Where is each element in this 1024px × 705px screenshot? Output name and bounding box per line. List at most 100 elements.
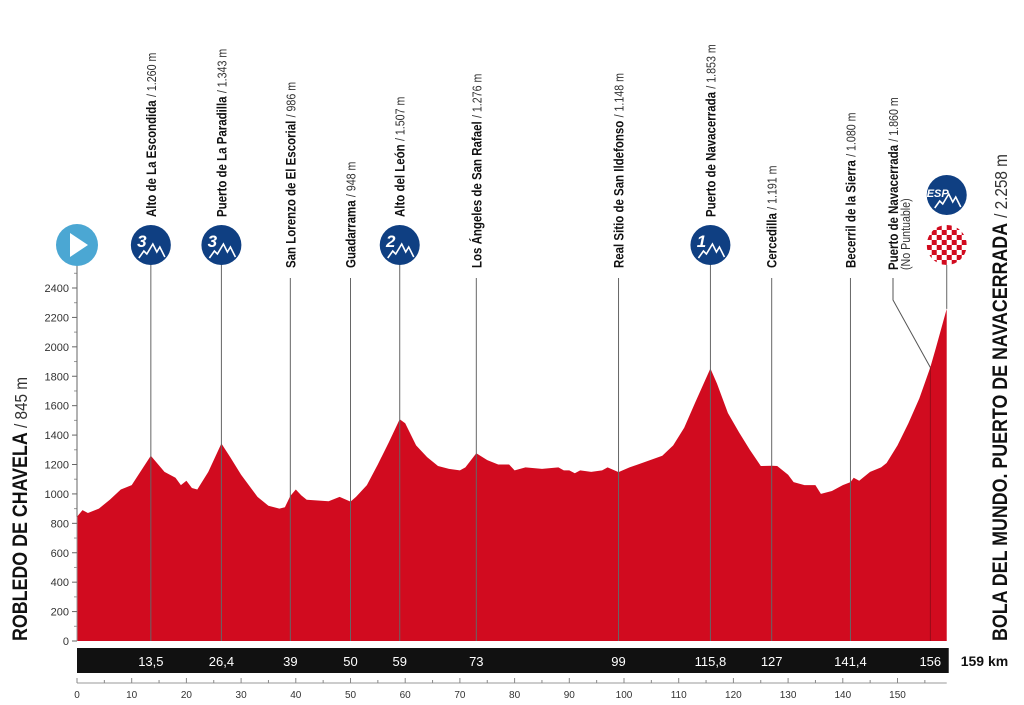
x-tick-label: 60 (400, 690, 412, 701)
mountain-glyph (934, 192, 962, 209)
checker-square (941, 230, 947, 235)
checker-square (936, 225, 942, 230)
point-km-label: 50 (343, 654, 357, 669)
category-3-climb-icon: 3 (130, 225, 171, 265)
point-elevation: / 948 m (343, 161, 358, 197)
start-icon-triangle (70, 233, 88, 257)
point-label: Cercedilla / 1.191 m (764, 165, 780, 268)
point-label: Puerto de La Paradilla / 1.343 m (213, 49, 229, 217)
y-tick-label: 2000 (45, 342, 69, 354)
mountain-glyph (138, 242, 166, 259)
checker-square (946, 235, 952, 240)
point-elevation: / 1.343 m (214, 49, 229, 93)
point-km-label: 156 (919, 654, 941, 669)
mountain-glyph (208, 242, 237, 259)
point-elevation: / 1.853 m (703, 44, 718, 88)
total-distance-label: 159 km (961, 653, 1008, 669)
finish-name: BOLA DEL MUNDO. PUERTO DE NAVACERRADA (989, 223, 1013, 641)
start-finish-group: ROBLEDO DE CHAVELA / 845 m ESP BOLA DEL MUN… (9, 154, 1013, 641)
finish-elevation: / 2.258 m (991, 154, 1011, 218)
checker-square (926, 225, 932, 230)
y-tick-label: 1800 (45, 371, 69, 383)
y-tick-label: 0 (63, 636, 69, 648)
category-1-climb-icon: 1 (690, 225, 731, 265)
checker-square (956, 255, 962, 260)
y-tick-label: 800 (51, 518, 69, 530)
point-label: Los Ángeles de San Rafael / 1.276 m (468, 74, 484, 268)
y-tick-label: 1000 (45, 489, 69, 501)
x-tick-label: 30 (236, 690, 248, 701)
checker-square (961, 250, 967, 255)
checker-square (946, 245, 952, 250)
point-elevation: / 986 m (283, 82, 298, 118)
x-tick-label: 50 (345, 690, 357, 701)
x-tick-label: 40 (290, 690, 302, 701)
point-name: Real Sitio de San Ildefonso (610, 121, 626, 268)
checker-square (961, 260, 967, 265)
point-km-label: 127 (761, 654, 783, 669)
checker-square (926, 235, 932, 240)
point-elevation: / 1.276 m (469, 74, 484, 118)
y-tick-label: 1400 (45, 430, 69, 442)
category-3-climb-icon: 3 (201, 225, 242, 265)
km-bar (77, 648, 949, 673)
point-label: Puerto de Navacerrada / 1.860 m (885, 97, 901, 270)
point-name: Alto de La Escondida (143, 100, 159, 217)
mountain-category-label: 3 (137, 232, 147, 251)
checker-square (926, 255, 932, 260)
checker-square (936, 245, 942, 250)
point-name: Becerril de la Sierra (842, 159, 858, 268)
points-group: Alto de La Escondida / 1.260 m 3 13,5 Puerto… (130, 44, 941, 669)
point-km-label: 141,4 (834, 654, 867, 669)
axes-group: 0200400600800100012001400160018002000220… (45, 272, 1008, 701)
y-tick-label: 600 (51, 548, 69, 560)
point-label: Alto del León / 1.507 m (392, 97, 408, 217)
profile-area-group (77, 308, 947, 641)
checker-square (951, 260, 957, 265)
point-km-label: 26,4 (209, 654, 234, 669)
checker-square (936, 235, 942, 240)
start-name: ROBLEDO DE CHAVELA (9, 432, 33, 641)
point-label: Guadarrama / 948 m (342, 161, 358, 268)
point-label: Real Sitio de San Ildefonso / 1.148 m (610, 73, 626, 268)
x-tick-label: 110 (671, 690, 687, 701)
x-tick-label: 150 (889, 690, 906, 701)
y-tick-label: 400 (51, 577, 69, 589)
point-leader-line (892, 278, 931, 368)
point-elevation: / 1.860 m (886, 97, 901, 141)
y-tick-label: 1200 (45, 460, 69, 472)
mountain-category-label: 3 (208, 232, 218, 251)
x-tick-label: 140 (834, 690, 851, 701)
point-elevation: / 1.191 m (765, 165, 780, 209)
point-km-label: 115,8 (695, 654, 727, 669)
checker-square (946, 225, 952, 230)
point-label: Alto de La Escondida / 1.260 m (143, 53, 159, 217)
point-km-label: 99 (611, 654, 625, 669)
point-note: (No Puntuable) (898, 198, 913, 270)
finish-label: BOLA DEL MUNDO. PUERTO DE NAVACERRADA / 2… (989, 154, 1013, 641)
checker-square (941, 250, 947, 255)
checker-square (956, 225, 962, 230)
start-elevation: / 845 m (11, 377, 31, 428)
checker-square (961, 230, 967, 235)
checker-square (956, 235, 962, 240)
checker-square (931, 260, 937, 265)
checker-square (931, 250, 937, 255)
y-tick-label: 1600 (45, 401, 69, 413)
mountain-category-label: 1 (697, 232, 706, 251)
checker-square (931, 230, 937, 235)
point-name: Puerto de Navacerrada (885, 144, 901, 270)
point-elevation: / 1.148 m (612, 73, 627, 117)
point-elevation: / 1.080 m (843, 112, 858, 156)
start-label: ROBLEDO DE CHAVELA / 845 m (9, 377, 33, 641)
point-elevation: / 1.507 m (393, 97, 408, 141)
point-label: Puerto de Navacerrada / 1.853 m (702, 44, 718, 217)
point-name: Cercedilla (764, 212, 780, 268)
point-name: Guadarrama (342, 200, 358, 268)
mountain-category-label: ESP (927, 188, 950, 200)
elevation-profile-area (77, 308, 947, 641)
x-tick-label: 100 (616, 690, 633, 701)
y-tick-label: 2200 (45, 312, 69, 324)
mountain-glyph (697, 242, 726, 259)
checker-square (946, 255, 952, 260)
